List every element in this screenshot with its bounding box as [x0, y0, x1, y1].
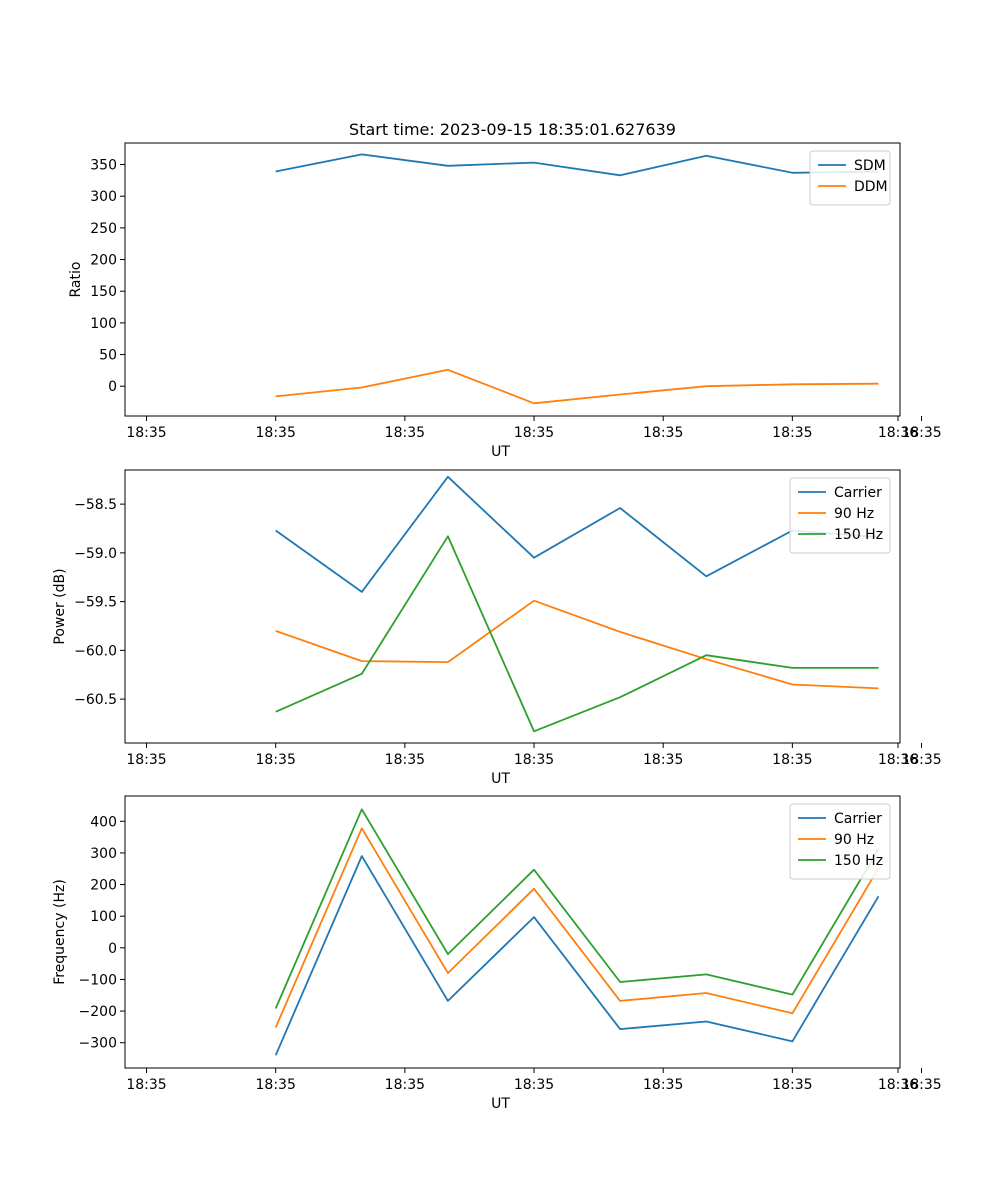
legend-label: Carrier — [834, 485, 882, 501]
y-tick-label: −58.5 — [74, 497, 117, 513]
chart-title: Start time: 2023-09-15 18:35:01.627639 — [349, 120, 676, 139]
x-tick-label: 18:35 — [772, 752, 812, 768]
x-tick-label: 18:35 — [514, 1077, 554, 1093]
legend-label: 90 Hz — [834, 832, 874, 848]
axes-frame — [124, 142, 901, 417]
y-tick-label: 200 — [90, 253, 117, 269]
x-tick-label: 18:35 — [126, 425, 166, 441]
x-tick-label: 18:36 — [878, 425, 918, 441]
y-tick-label: 100 — [90, 909, 117, 925]
x-tick-label: 18:35 — [256, 425, 296, 441]
series-line-150-hz — [275, 535, 879, 733]
axes-frame — [124, 469, 901, 744]
x-tick-label: 18:35 — [514, 425, 554, 441]
legend: Carrier 90 Hz 150 Hz — [789, 477, 891, 554]
y-axis-label: Ratio — [68, 262, 84, 298]
x-tick-label: 18:35 — [643, 425, 683, 441]
series-line-90-hz — [274, 827, 880, 1028]
x-tick-label: 18:35 — [901, 1077, 941, 1093]
legend: SDM DDM — [809, 150, 891, 206]
x-tick-label: 18:35 — [643, 1077, 683, 1093]
x-axis-label: UT — [491, 1096, 510, 1112]
y-tick-label: −59.0 — [74, 546, 117, 562]
y-tick-label: 350 — [90, 158, 117, 174]
x-axis-label: UT — [491, 771, 510, 787]
series-line-150-hz — [274, 808, 880, 1009]
y-tick-label: −100 — [79, 972, 117, 988]
y-tick-label: 0 — [108, 941, 117, 957]
legend-label: 90 Hz — [834, 506, 874, 522]
x-axis-label: UT — [491, 444, 510, 460]
x-tick-label: 18:35 — [514, 752, 554, 768]
y-axis-label: Frequency (Hz) — [52, 879, 68, 985]
x-tick-label: 18:35 — [643, 752, 683, 768]
x-tick-label: 18:35 — [385, 1077, 425, 1093]
y-tick-label: −300 — [79, 1036, 117, 1052]
x-tick-label: 18:35 — [126, 1077, 166, 1093]
x-tick-label: 18:36 — [878, 752, 918, 768]
chart-panel-3: 18:35 18:35 18:35 18:35 18:35 18:35 18:3518:36… — [52, 795, 942, 1112]
y-tick-label: −200 — [79, 1004, 117, 1020]
y-tick-label: 200 — [90, 878, 117, 894]
x-tick-label: 18:35 — [772, 425, 812, 441]
y-tick-label: 250 — [90, 221, 117, 237]
x-tick-label: 18:35 — [256, 1077, 296, 1093]
legend-label: 150 Hz — [834, 527, 883, 543]
y-axis-label: Power (dB) — [52, 568, 68, 644]
y-tick-label: 50 — [99, 348, 117, 364]
legend: Carrier 90 Hz 150 Hz — [789, 803, 891, 880]
chart-panel-1: Start time: 2023-09-15 18:35:01.627639 18… — [68, 120, 942, 460]
y-tick-label: −60.0 — [74, 643, 117, 659]
series-line-ddm — [275, 368, 879, 405]
legend-label: SDM — [854, 158, 886, 174]
series-line-90-hz — [275, 599, 879, 690]
y-tick-label: −60.5 — [74, 692, 117, 708]
y-tick-label: 400 — [90, 814, 117, 830]
y-tick-label: 0 — [108, 379, 117, 395]
legend-label: DDM — [854, 179, 888, 195]
series-line-carrier — [275, 475, 879, 593]
legend-label: 150 Hz — [834, 853, 883, 869]
series-line-carrier — [274, 855, 880, 1056]
series-line-sdm — [275, 153, 879, 177]
x-tick-label: 18:35 — [901, 425, 941, 441]
x-tick-label: 18:35 — [772, 1077, 812, 1093]
x-tick-label: 18:35 — [385, 425, 425, 441]
y-tick-label: 100 — [90, 316, 117, 332]
x-tick-label: 18:35 — [256, 752, 296, 768]
y-tick-label: 300 — [90, 189, 117, 205]
axes-frame — [124, 795, 901, 1069]
x-tick-label: 18:36 — [878, 1077, 918, 1093]
legend-label: Carrier — [834, 811, 882, 827]
x-tick-label: 18:35 — [385, 752, 425, 768]
chart-panel-2: 18:35 18:35 18:35 18:35 18:35 18:35 18:3518:36… — [52, 469, 942, 787]
y-tick-label: 150 — [90, 284, 117, 300]
y-tick-label: −59.5 — [74, 595, 117, 611]
x-tick-label: 18:35 — [126, 752, 166, 768]
y-tick-label: 300 — [90, 846, 117, 862]
x-tick-label: 18:35 — [901, 752, 941, 768]
